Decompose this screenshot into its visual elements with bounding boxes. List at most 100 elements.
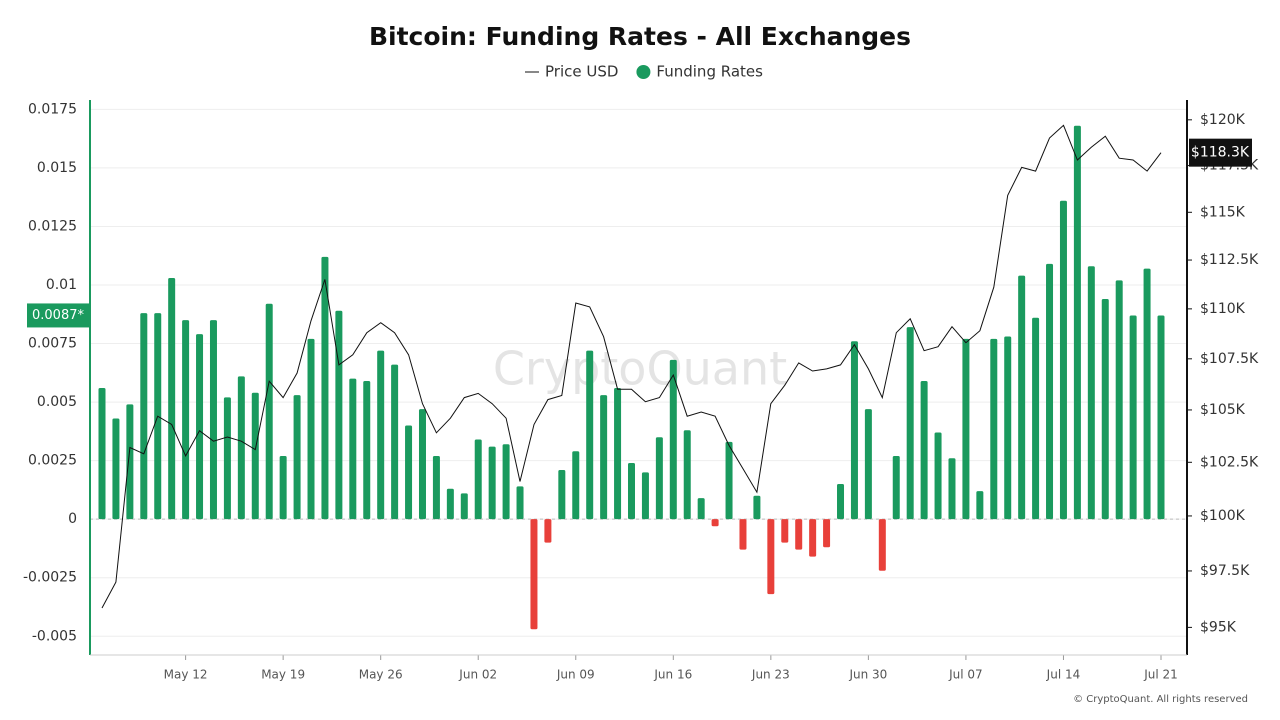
bar	[98, 388, 106, 520]
bar	[697, 498, 705, 520]
bar	[1143, 268, 1151, 520]
x-tick-label: Jun 16	[653, 668, 692, 682]
bar	[600, 395, 608, 520]
bar	[446, 488, 454, 520]
y2-tick-label: $100K	[1200, 508, 1246, 524]
bar	[516, 486, 524, 520]
bar	[850, 341, 858, 520]
x-tick-label: May 26	[359, 668, 403, 682]
bar	[544, 519, 552, 543]
bar	[126, 404, 134, 520]
watermark: CryptoQuant	[493, 342, 787, 396]
y2-tick-label: $95K	[1200, 619, 1237, 635]
bar	[279, 455, 287, 520]
y-tick-label: 0.01	[46, 277, 77, 293]
value-badge-label: 0.0087*	[32, 308, 84, 323]
bar	[990, 338, 998, 520]
y-tick-label: 0.0075	[28, 336, 77, 352]
bar	[669, 359, 677, 520]
x-tick-label: May 19	[261, 668, 305, 682]
bar	[1157, 315, 1165, 520]
bar	[823, 519, 831, 548]
bar	[530, 519, 538, 630]
bar	[1101, 299, 1109, 520]
bar	[140, 313, 148, 520]
y-tick-label: 0.0025	[28, 453, 77, 469]
bar	[767, 519, 775, 595]
bar	[502, 444, 510, 520]
bar	[781, 519, 789, 543]
legend-dot	[636, 65, 651, 79]
bar	[1087, 266, 1095, 520]
bar	[265, 303, 273, 520]
bar	[432, 455, 440, 520]
x-tick-label: Jun 09	[556, 668, 595, 682]
bar	[349, 378, 357, 520]
bar	[906, 327, 914, 520]
legend-label: Funding Rates	[656, 63, 763, 81]
bar	[655, 437, 663, 520]
bar	[628, 462, 635, 520]
y2-tick-label: $107.5K	[1200, 351, 1259, 367]
bar	[614, 388, 622, 520]
y2-tick-label: $97.5K	[1200, 563, 1250, 579]
chart-title: Bitcoin: Funding Rates - All Exchanges	[369, 22, 911, 51]
price-badge-label: $118.3K	[1191, 145, 1250, 161]
y2-tick-label: $105K	[1200, 402, 1246, 418]
bar	[251, 392, 259, 520]
x-tick-label: Jun 23	[751, 668, 790, 682]
bar	[864, 409, 872, 520]
bar	[391, 364, 399, 520]
footer: © CryptoQuant. All rights reserved	[1073, 694, 1248, 705]
bar	[725, 441, 733, 520]
bar	[809, 519, 817, 557]
bar	[168, 277, 176, 520]
y-tick-label: -0.0025	[23, 570, 77, 586]
bar	[976, 491, 984, 520]
bar	[962, 338, 970, 520]
bar	[1129, 315, 1137, 520]
bar	[1046, 263, 1054, 520]
bar	[1115, 280, 1123, 520]
bar	[558, 470, 566, 520]
x-tick-label: Jul 14	[1046, 668, 1081, 682]
bar	[363, 381, 371, 520]
bar	[182, 320, 190, 520]
bar	[739, 519, 747, 550]
y2-tick-label: $102.5K	[1200, 454, 1259, 470]
bar	[237, 376, 245, 520]
bar	[753, 495, 761, 520]
y-tick-label: 0.005	[37, 394, 77, 410]
x-tick-label: Jul 07	[948, 668, 983, 682]
bar	[641, 472, 649, 520]
bar	[418, 409, 426, 520]
bar	[209, 320, 217, 520]
bar	[1018, 275, 1026, 520]
y-tick-label: 0.0125	[28, 218, 77, 234]
bar	[683, 430, 691, 520]
bar	[293, 395, 301, 520]
y2-tick-label: $120K	[1200, 112, 1246, 128]
y2-tick-label: $112.5K	[1200, 252, 1259, 268]
y-tick-label: -0.005	[32, 628, 77, 644]
bar	[223, 397, 231, 520]
price-line	[101, 124, 1162, 609]
x-tick-label: Jun 02	[458, 668, 497, 682]
bar	[795, 519, 803, 550]
bar	[572, 451, 580, 520]
bar	[1059, 200, 1067, 520]
y2-tick-label: $110K	[1200, 301, 1246, 317]
y-tick-label: 0	[68, 511, 77, 527]
bar	[335, 310, 343, 520]
bar	[307, 338, 315, 520]
bar	[196, 334, 204, 520]
bar	[460, 493, 468, 520]
bar	[405, 425, 413, 520]
bar	[586, 350, 594, 520]
x-tick-label: Jul 21	[1143, 668, 1178, 682]
x-tick-label: Jun 30	[848, 668, 887, 682]
bar	[934, 432, 942, 520]
y2-tick-label: $115K	[1200, 204, 1246, 220]
bar	[920, 381, 928, 520]
